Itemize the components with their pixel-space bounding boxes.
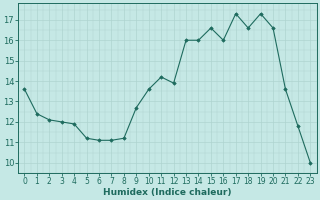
X-axis label: Humidex (Indice chaleur): Humidex (Indice chaleur): [103, 188, 232, 197]
